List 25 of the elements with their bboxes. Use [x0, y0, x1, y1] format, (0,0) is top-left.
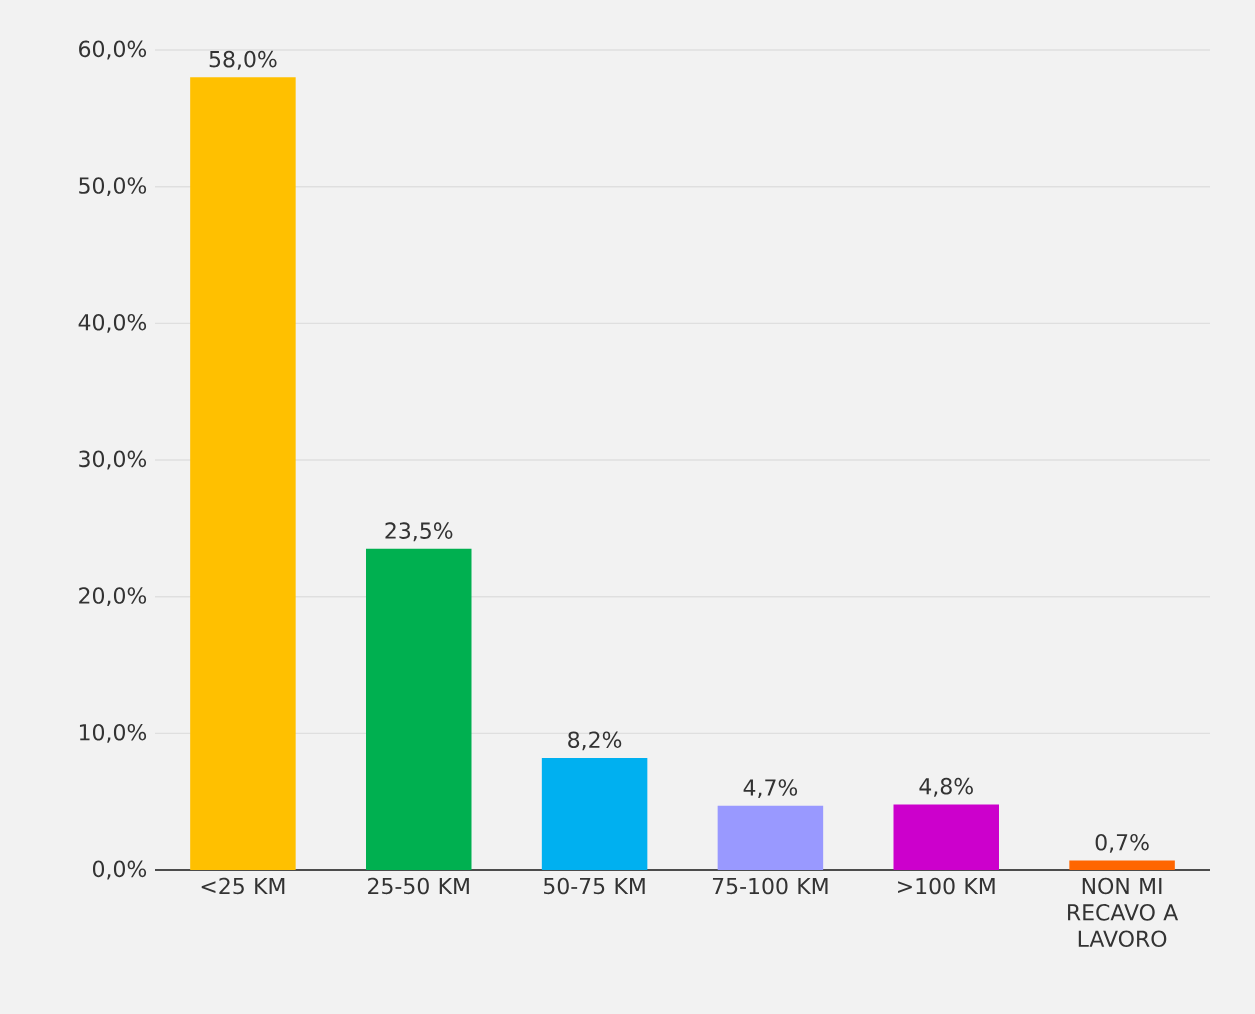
data-label: 8,2% [568, 731, 622, 751]
bar [190, 77, 296, 870]
bar [717, 805, 824, 870]
y-tick-label: 40,0% [78, 313, 147, 333]
bar [541, 757, 648, 870]
x-tick-label: >100 KM [898, 877, 995, 895]
y-tick-label: 20,0% [79, 587, 147, 607]
x-tick-label: 25-50 KM [368, 877, 469, 895]
y-tick-label: 0,0% [92, 860, 147, 880]
x-tick-label: <25 KM [201, 877, 285, 895]
data-label: 23,5% [385, 522, 453, 542]
y-tick-label: 50,0% [79, 177, 147, 197]
y-tick-label: 10,0% [79, 723, 147, 743]
data-label: 4,8% [919, 777, 973, 797]
bar [893, 804, 999, 870]
data-label: 58,0% [209, 50, 277, 70]
data-label: 0,7% [1095, 833, 1149, 853]
data-label: 4,7% [743, 779, 798, 799]
x-tick-label: 50-75 KM [544, 877, 645, 895]
x-tick-label: NON MI RECAVO A LAVORO [1068, 877, 1179, 947]
y-tick-label: 30,0% [79, 450, 147, 470]
y-tick-label: 60,0% [79, 40, 147, 60]
bar [366, 548, 472, 870]
bar [1069, 860, 1175, 870]
x-tick-label: 75-100 KM [712, 877, 828, 895]
